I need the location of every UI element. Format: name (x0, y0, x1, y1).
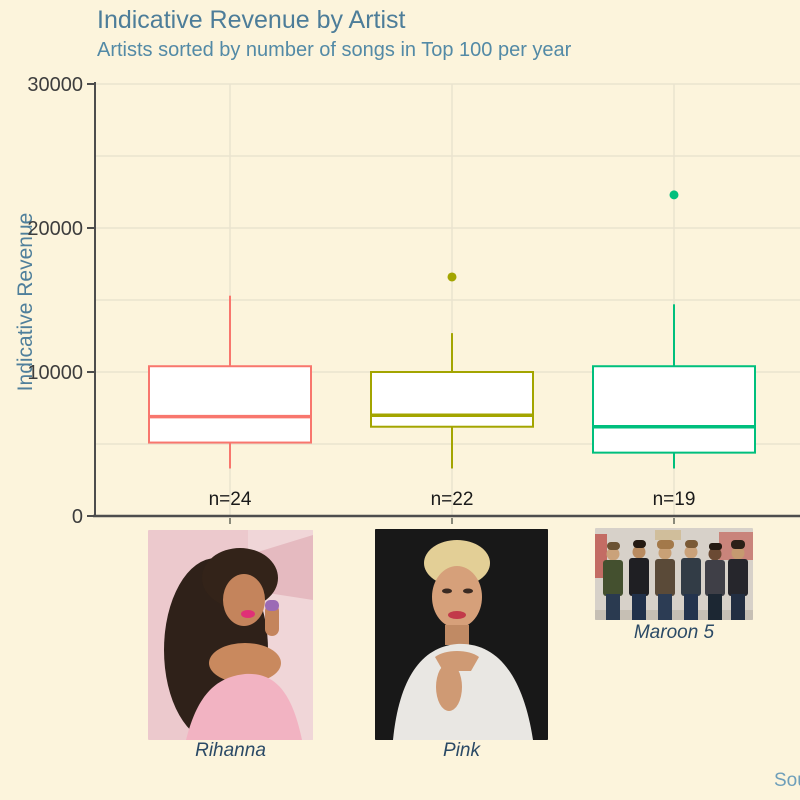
y-axis-tick-label: 10000 (27, 362, 83, 384)
iqr-box (370, 371, 534, 428)
photo-caption-rihanna: Rihanna (195, 740, 266, 761)
source-attribution: Sou (774, 770, 800, 791)
iqr-box (148, 365, 312, 444)
boxplot-group-pink: n=22 (370, 272, 534, 524)
boxplot-group-rihanna: n=24 (148, 295, 312, 524)
pink-photo-illustration (375, 529, 548, 740)
photo-caption-pink: Pink (443, 740, 480, 761)
maroon5-photo-illustration (595, 528, 753, 620)
boxplot-group-maroon5: n=19 (592, 190, 756, 524)
sample-size-label: n=22 (431, 489, 474, 510)
artist-photo-maroon5 (595, 528, 753, 620)
sample-size-label: n=19 (653, 489, 696, 510)
y-axis-tick-label: 30000 (27, 74, 83, 96)
outlier-point (447, 272, 457, 282)
iqr-box (592, 365, 756, 454)
rihanna-photo-illustration (148, 530, 313, 740)
chart-title: Indicative Revenue by Artist (97, 6, 406, 34)
y-axis-tick-label: 0 (72, 506, 83, 528)
artist-photo-rihanna (148, 530, 313, 740)
sample-size-label: n=24 (209, 489, 252, 510)
outlier-point (669, 190, 679, 200)
y-axis-tick-label: 20000 (27, 218, 83, 240)
artist-photo-pink (375, 529, 548, 740)
photo-caption-maroon5: Maroon 5 (633, 622, 715, 643)
chart-subtitle: Artists sorted by number of songs in Top… (97, 39, 572, 61)
